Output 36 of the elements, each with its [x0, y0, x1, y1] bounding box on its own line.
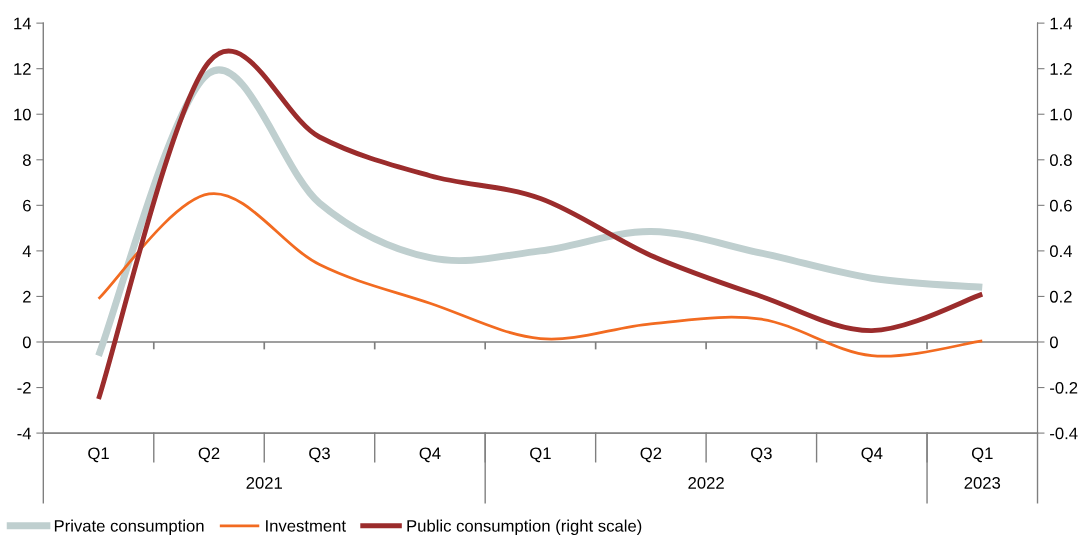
x-tick-label: Q2: [640, 447, 662, 463]
text: 2023: [964, 477, 1001, 489]
y-tick-label: 14: [14, 17, 32, 30]
y2-tick-label: 1.4: [1050, 17, 1072, 30]
y2-tick-label: 0.4: [1049, 245, 1072, 258]
x-tick-label: Q1: [971, 447, 993, 463]
y2-tick-label: -0.2: [1050, 381, 1078, 394]
x-tick-label: Q1: [530, 447, 551, 463]
y2-tick-label: 1.0: [1050, 108, 1072, 121]
y2-tick-label: -0.4: [1050, 427, 1078, 440]
line-series: [97, 192, 984, 358]
y2-tick-label: 0.8: [1049, 154, 1072, 166]
y-tick-label: -4: [17, 427, 32, 440]
legend-label: Investment: [266, 520, 346, 532]
y-tick-label: 2: [23, 290, 31, 303]
x-tick-label: Q4: [861, 447, 883, 463]
y-tick-label: 6: [23, 199, 31, 212]
y-tick-label: 4: [22, 245, 32, 257]
x-tick-label: Q3: [751, 447, 772, 463]
x-tick-label: Q2: [198, 447, 220, 463]
y2-tick-label: 0.2: [1049, 290, 1072, 303]
y-tick-label: 8: [22, 154, 31, 166]
legend-label: Private consumption: [54, 519, 204, 536]
y-tick-label: 12: [14, 63, 31, 75]
y2-tick-label: 0: [1049, 336, 1058, 349]
y-tick-label: 10: [14, 108, 31, 121]
text: 2022: [688, 477, 724, 489]
y-tick-label: -2: [17, 381, 31, 394]
text: 2021: [246, 477, 282, 489]
x-tick-label: Q1: [88, 447, 109, 463]
legend-label: Public consumption (right scale): [407, 519, 642, 536]
y2-tick-label: 1.2: [1050, 63, 1072, 75]
x-tick-label: Q4: [419, 447, 441, 463]
y-tick-label: 0: [22, 336, 31, 349]
x-tick-label: Q3: [309, 447, 330, 463]
y2-tick-label: 0.6: [1049, 199, 1072, 212]
